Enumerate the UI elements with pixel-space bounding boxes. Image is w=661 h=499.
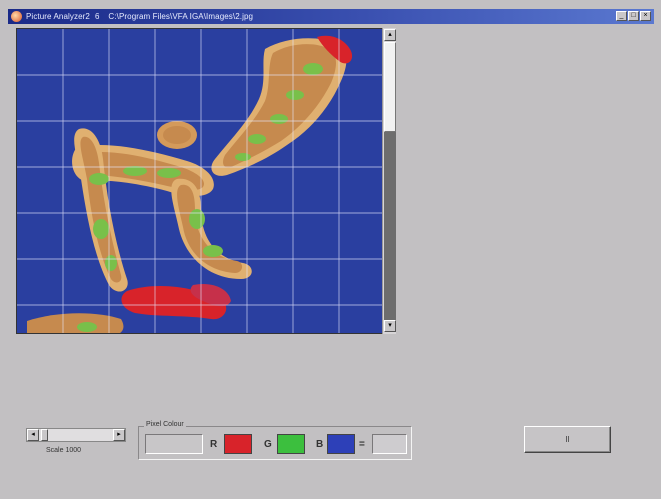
blue-label: B bbox=[316, 439, 324, 450]
maximize-button[interactable]: □ bbox=[628, 11, 639, 21]
scale-right-button[interactable]: ▸ bbox=[113, 429, 125, 441]
scroll-track[interactable] bbox=[384, 132, 396, 320]
scale-left-button[interactable]: ◂ bbox=[27, 429, 39, 441]
app-icon[interactable] bbox=[11, 11, 22, 22]
minimize-button[interactable]: _ bbox=[616, 11, 627, 21]
colour-value-field bbox=[372, 434, 407, 454]
red-swatch bbox=[224, 434, 252, 454]
hot-spot-top bbox=[317, 35, 353, 64]
vertical-scrollbar[interactable]: ▴ ▾ bbox=[382, 28, 396, 334]
scroll-up-button[interactable]: ▴ bbox=[384, 29, 396, 41]
pixel-colour-title: Pixel Colour bbox=[144, 421, 186, 428]
scale-slider[interactable]: ◂ ▸ bbox=[26, 428, 126, 442]
red-label: R bbox=[210, 439, 218, 450]
head-core bbox=[163, 126, 191, 144]
action-button[interactable]: ll bbox=[524, 426, 611, 453]
pixel-colour-group bbox=[138, 426, 412, 460]
leg-left bbox=[80, 136, 122, 283]
leg-mid bbox=[177, 184, 243, 273]
grid-lines bbox=[17, 29, 383, 333]
scale-thumb[interactable] bbox=[41, 429, 48, 441]
thermal-image bbox=[17, 29, 383, 333]
image-viewer[interactable] bbox=[16, 28, 396, 334]
scroll-down-button[interactable]: ▾ bbox=[384, 320, 396, 332]
scroll-thumb[interactable] bbox=[384, 42, 396, 132]
window-controls: _ □ × bbox=[616, 11, 651, 21]
green-swatch bbox=[277, 434, 305, 454]
title-bar: Picture Analyzer2 6 C:\Program Files\VFA… bbox=[8, 9, 654, 24]
green-label: G bbox=[264, 439, 272, 450]
title-separator: 6 bbox=[94, 12, 100, 21]
close-button[interactable]: × bbox=[640, 11, 651, 21]
bottom-shape bbox=[27, 313, 124, 333]
blue-swatch bbox=[327, 434, 355, 454]
file-path: C:\Program Files\VFA IGA\Images\2.jpg bbox=[108, 12, 254, 21]
pixel-colour-field bbox=[145, 434, 203, 454]
app-title: Picture Analyzer2 bbox=[26, 12, 90, 21]
scale-label: Scale 1000 bbox=[46, 447, 82, 454]
equals-label: = bbox=[359, 439, 365, 450]
